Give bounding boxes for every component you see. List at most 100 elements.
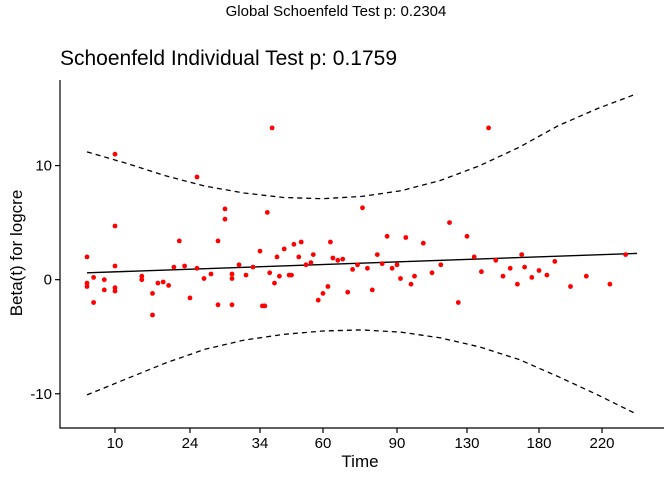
residual-point — [623, 252, 628, 257]
residual-point — [345, 289, 351, 295]
upper-confidence-line — [86, 93, 638, 200]
residual-point — [455, 300, 461, 305]
residual-point — [464, 233, 470, 239]
y-tick-label: 0 — [44, 272, 52, 289]
residual-point — [257, 248, 263, 254]
residual-point — [447, 220, 452, 226]
global-test-title: Global Schoenfeld Test p: 0.2304 — [225, 3, 447, 20]
residual-point — [320, 291, 326, 296]
residual-point — [112, 151, 118, 157]
residual-point — [215, 302, 221, 308]
residual-point — [182, 263, 188, 269]
residual-point — [112, 263, 118, 269]
residual-point — [201, 276, 207, 281]
x-tick-label: 180 — [526, 435, 551, 452]
x-tick-label: 220 — [589, 435, 614, 452]
residual-point — [229, 302, 235, 308]
residual-point — [155, 280, 161, 286]
residual-point — [269, 125, 275, 131]
residual-point — [101, 287, 107, 293]
residual-point — [507, 265, 513, 271]
residual-point — [360, 205, 365, 211]
residual-point — [250, 264, 256, 270]
residual-point — [166, 283, 172, 288]
residual-point — [281, 246, 287, 252]
residual-point — [529, 275, 535, 280]
residual-point — [176, 238, 182, 244]
residual-point — [84, 254, 90, 260]
residual-point — [222, 216, 228, 222]
lower-confidence-line — [86, 329, 638, 415]
residual-point — [493, 257, 499, 263]
residual-point — [479, 269, 484, 275]
residual-point — [486, 125, 491, 131]
residual-point — [215, 238, 221, 244]
residual-point — [194, 174, 200, 180]
residual-point — [365, 265, 370, 271]
confidence-band — [86, 93, 638, 415]
residual-point — [394, 262, 400, 268]
residual-point — [515, 281, 520, 287]
residual-point — [243, 272, 249, 278]
residual-point — [194, 265, 200, 271]
residual-point — [222, 206, 228, 212]
x-tick-label: 34 — [252, 435, 269, 452]
residual-point — [112, 223, 118, 229]
residual-point — [262, 303, 268, 309]
residual-point — [208, 271, 214, 277]
residual-point — [379, 261, 385, 267]
residual-point — [384, 233, 390, 239]
residual-point — [274, 254, 280, 260]
residual-point — [328, 239, 333, 245]
residual-points — [84, 125, 628, 318]
residual-point — [350, 267, 355, 272]
residual-point — [229, 276, 235, 281]
chart-title: Schoenfeld Individual Test p: 0.1759 — [60, 47, 398, 70]
residual-point — [607, 281, 613, 287]
residual-point — [160, 279, 166, 285]
residual-point — [355, 262, 360, 268]
residual-point — [112, 288, 118, 294]
residual-point — [471, 254, 477, 260]
residual-point — [139, 277, 145, 283]
fit-line — [86, 252, 638, 274]
residual-point — [412, 273, 417, 279]
x-tick-label: 24 — [182, 435, 199, 452]
residual-point — [340, 256, 346, 262]
residual-point — [568, 284, 573, 289]
residual-point — [325, 284, 331, 289]
residual-point — [403, 235, 409, 240]
residual-point — [291, 241, 297, 247]
residual-point — [150, 291, 155, 296]
residual-point — [552, 259, 558, 264]
residual-point — [408, 281, 414, 287]
residual-point — [583, 273, 589, 279]
residual-point — [429, 270, 435, 276]
residual-point — [112, 285, 118, 291]
residual-point — [335, 257, 341, 263]
residual-point — [264, 210, 270, 215]
residual-point — [289, 272, 294, 278]
residual-point — [308, 260, 314, 265]
residual-point — [522, 264, 527, 270]
fit-line-group — [86, 252, 638, 274]
residual-point — [101, 277, 107, 283]
residual-point — [519, 252, 525, 257]
residual-point — [303, 262, 309, 268]
residual-point — [298, 239, 304, 245]
residual-point — [398, 276, 403, 281]
residual-point — [91, 300, 96, 305]
residual-point — [267, 270, 273, 276]
y-tick-label: 10 — [35, 158, 52, 175]
residual-point — [91, 275, 96, 280]
residual-point — [310, 252, 316, 257]
residual-point — [272, 280, 277, 286]
residual-point — [296, 254, 302, 260]
residual-point — [84, 284, 90, 289]
residual-point — [277, 273, 282, 279]
residual-point — [369, 287, 375, 293]
residual-point — [500, 273, 506, 279]
residual-point — [315, 297, 321, 303]
residual-point — [536, 268, 542, 273]
residual-point — [544, 272, 550, 278]
